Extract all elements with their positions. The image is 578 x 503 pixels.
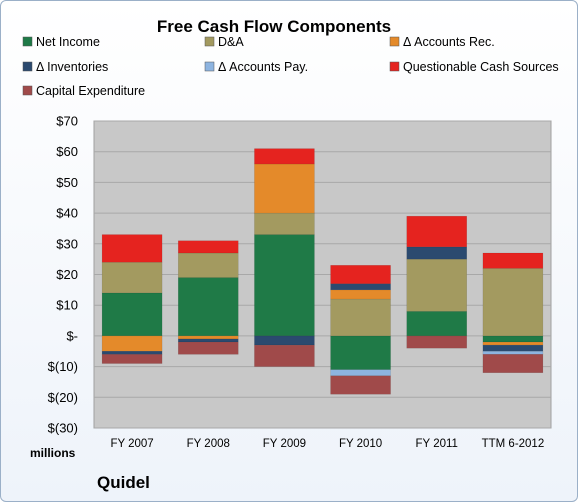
bar-segment	[178, 252, 239, 278]
legend-swatch	[389, 61, 400, 72]
y-tick-label: $-	[66, 328, 78, 343]
bar-segment	[101, 335, 163, 352]
bar-segment	[406, 311, 467, 337]
y-axis-units-label: millions	[30, 446, 76, 460]
y-tick-label: $20	[56, 267, 78, 282]
y-tick-label: $(10)	[48, 359, 78, 374]
bar-segment	[101, 354, 163, 364]
legend-label: Capital Expenditure	[36, 84, 145, 98]
x-tick-label: FY 2011	[416, 438, 458, 450]
bar-segment	[330, 375, 391, 395]
y-tick-label: $10	[56, 298, 78, 313]
bar-segment	[330, 283, 391, 291]
bar-segment	[330, 289, 391, 300]
legend-label: Δ Accounts Rec.	[403, 35, 495, 49]
y-tick-label: $30	[56, 236, 78, 251]
bar-segment	[482, 351, 544, 355]
y-tick-label: $50	[56, 175, 78, 190]
bar-segment	[330, 369, 391, 377]
x-tick-label: FY 2008	[187, 438, 230, 450]
bar-segment	[406, 246, 467, 260]
legend-swatch	[22, 36, 33, 47]
legend-label: Net Income	[36, 35, 100, 49]
bar-segment	[178, 338, 239, 343]
legend-label: Δ Inventories	[36, 60, 108, 74]
legend-swatch	[204, 61, 215, 72]
company-name: Quidel	[97, 473, 150, 492]
y-axis-ticks: $70 $60 $50 $40 $30 $20 $10 $- $(10) $(20) $(30)	[48, 114, 78, 436]
legend-swatch	[204, 36, 215, 47]
bar-segment	[482, 268, 544, 337]
bar-segment	[330, 265, 391, 284]
bar-segment	[254, 335, 315, 346]
y-tick-label: $40	[56, 206, 78, 221]
legend-swatch	[389, 36, 400, 47]
bar-segment	[482, 335, 544, 343]
bar-segment	[101, 261, 163, 294]
y-tick-label: $60	[56, 144, 78, 159]
y-tick-label: $(20)	[48, 390, 78, 405]
legend-swatch	[22, 85, 33, 96]
y-tick-label: $(30)	[48, 421, 78, 436]
bar-segment	[406, 215, 467, 248]
bar-segment	[330, 298, 391, 337]
bar-segment	[406, 335, 467, 349]
bar-segment	[101, 351, 163, 355]
legend-label: Questionable Cash Sources	[403, 60, 559, 74]
bar-segment	[101, 234, 163, 263]
bar-segment	[178, 341, 239, 355]
bar-segment	[254, 148, 315, 165]
bar-segment	[482, 354, 544, 373]
legend-label: Δ Accounts Pay.	[218, 60, 308, 74]
bar-segment	[101, 292, 163, 337]
bar-segment	[178, 240, 239, 254]
legend-swatch	[22, 61, 33, 72]
bars	[101, 148, 544, 395]
x-tick-label: TTM 6-2012	[482, 438, 545, 450]
bar-segment	[254, 234, 315, 337]
x-tick-label: FY 2010	[339, 438, 382, 450]
gridlines	[94, 120, 551, 429]
y-tick-label: $70	[56, 114, 78, 129]
bar-segment	[406, 258, 467, 312]
bar-segment	[482, 341, 544, 346]
x-tick-label: FY 2009	[263, 438, 306, 450]
bar-segment	[178, 277, 239, 337]
bar-segment	[178, 335, 239, 340]
bar-segment	[254, 212, 315, 235]
chart-title: Free Cash Flow Components	[157, 17, 391, 36]
x-tick-label: FY 2007	[110, 438, 153, 450]
legend-label: D&A	[218, 35, 244, 49]
legend: Net Income D&A Δ Accounts Rec. Δ Inventorie…	[22, 35, 559, 98]
bar-segment	[482, 252, 544, 269]
bar-segment	[330, 335, 391, 370]
bar-segment	[254, 163, 315, 214]
bar-segment	[482, 344, 544, 352]
x-axis-ticks: FY 2007 FY 2008 FY 2009 FY 2010 FY 2011 TTM 6…	[110, 438, 544, 450]
bar-segment	[254, 344, 315, 367]
